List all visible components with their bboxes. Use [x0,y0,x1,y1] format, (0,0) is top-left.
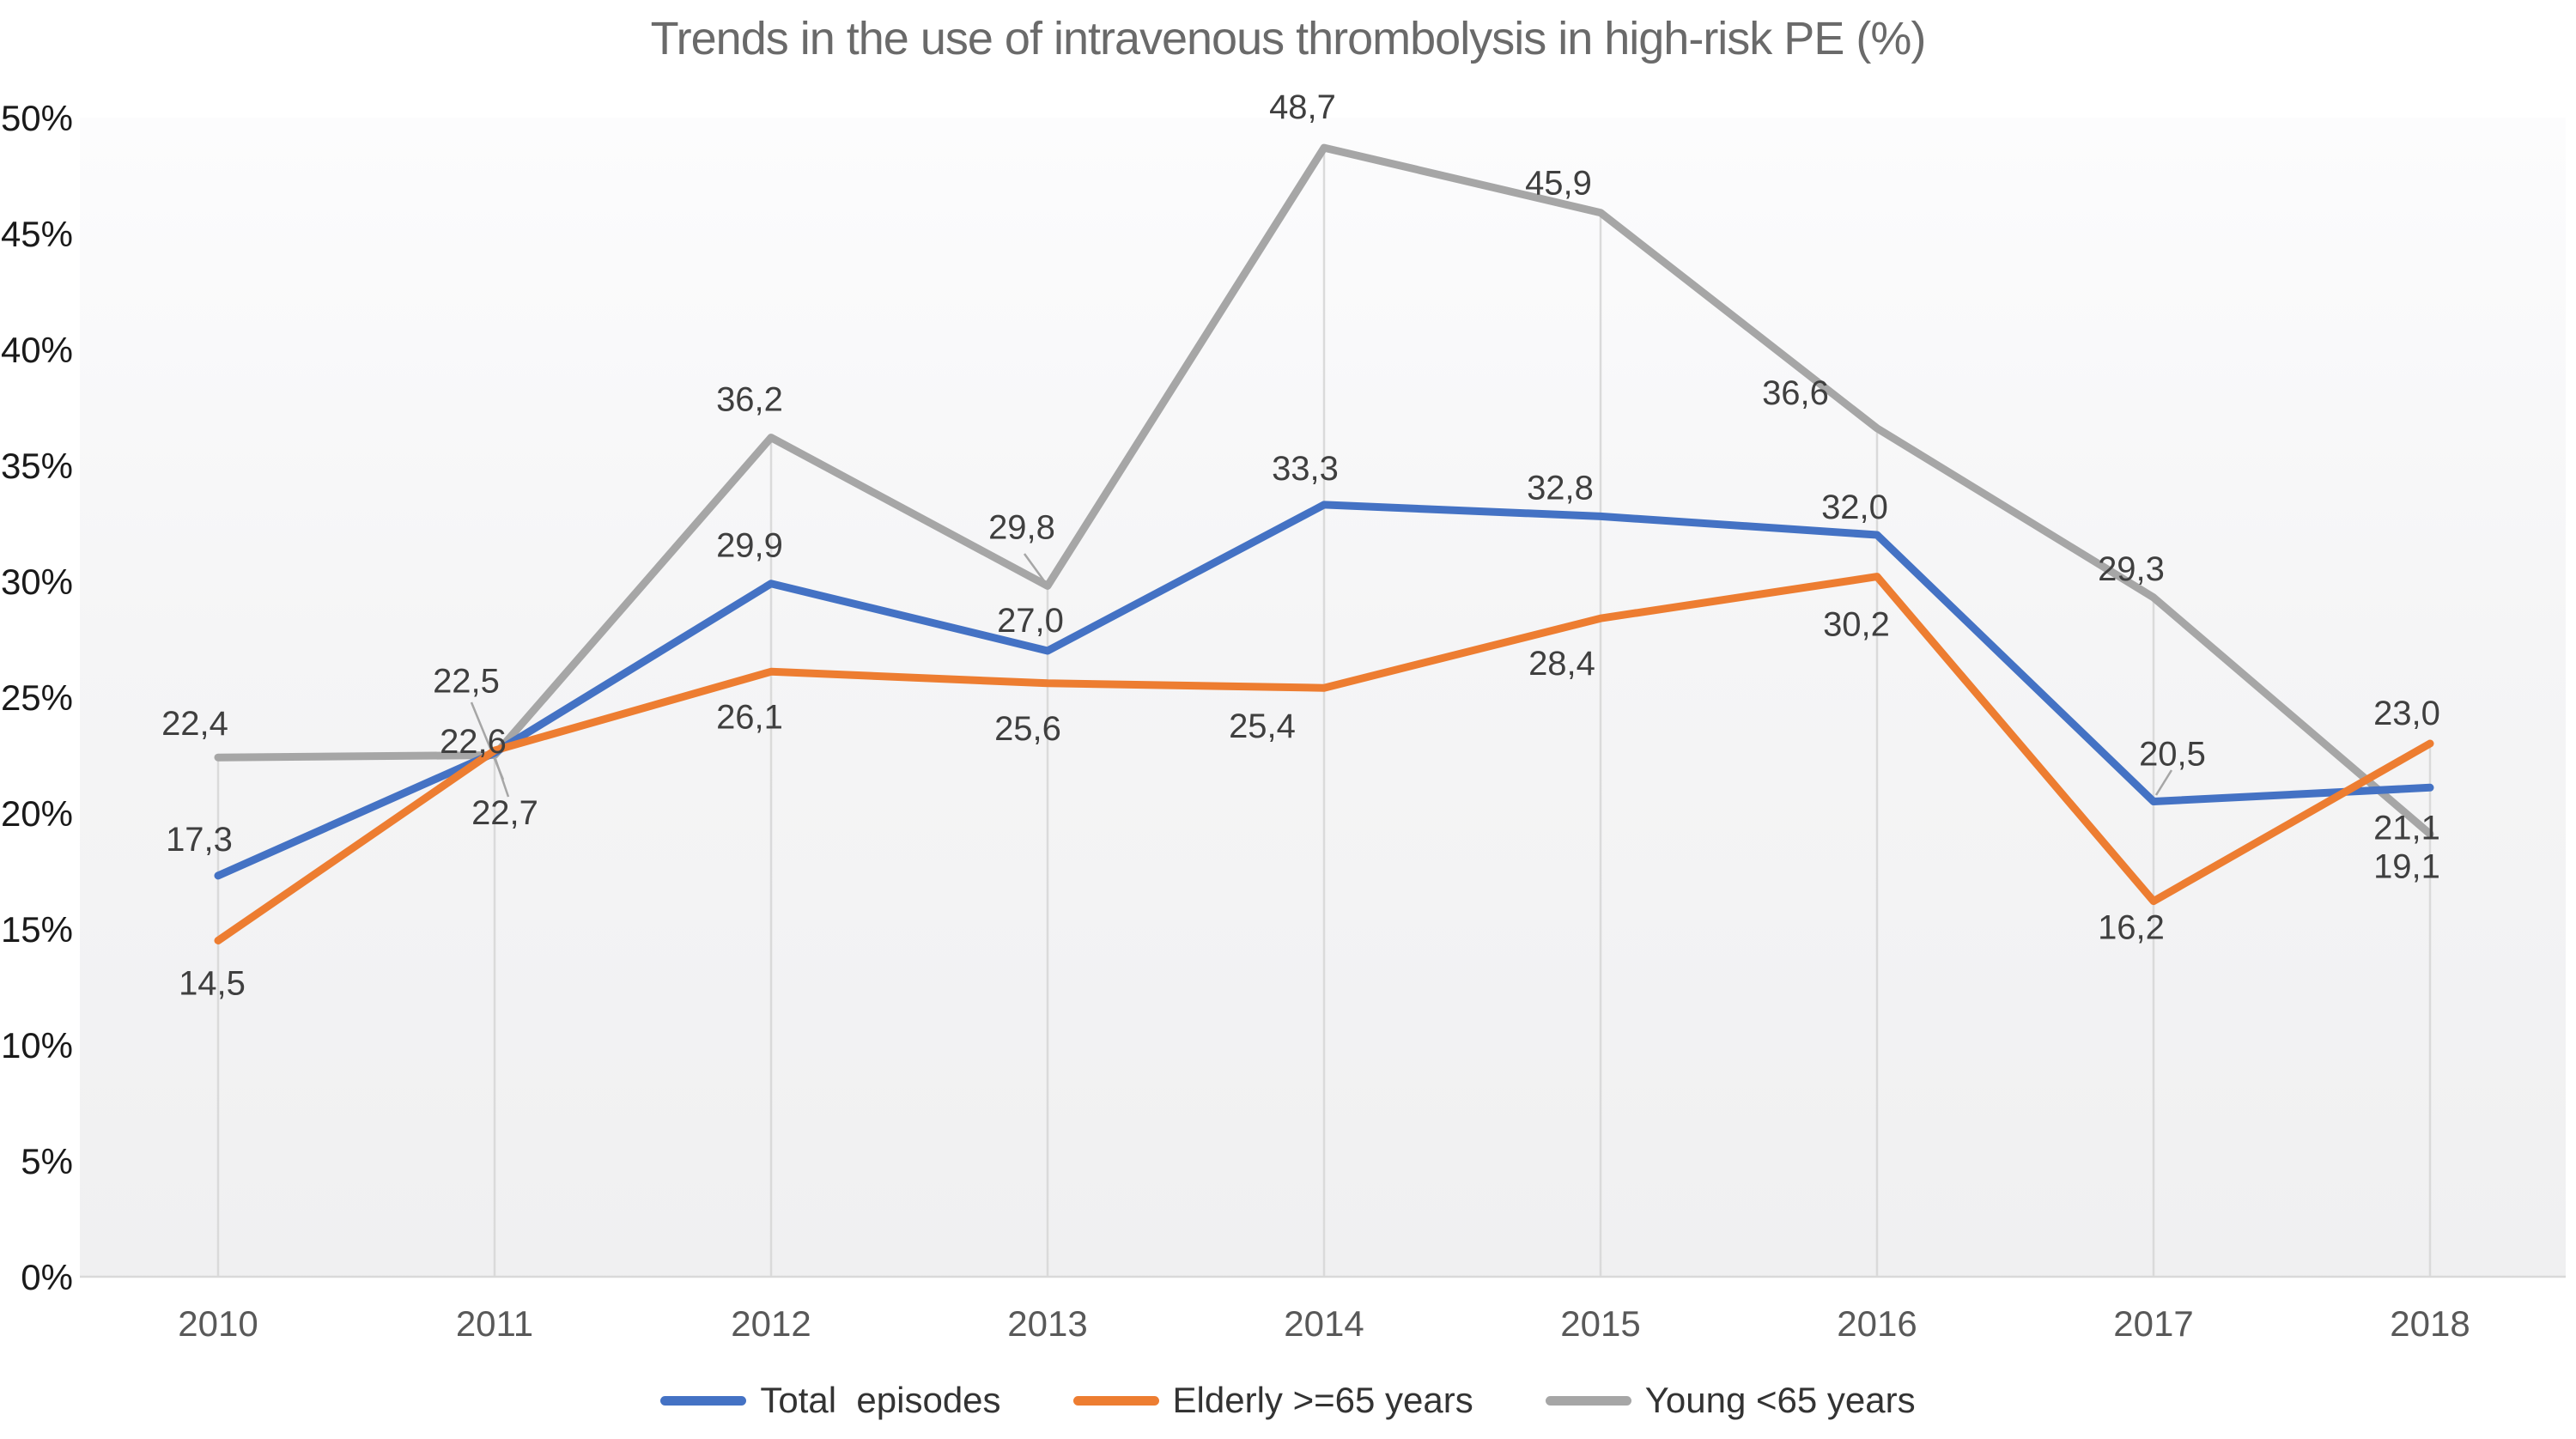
x-axis-tick-label: 2013 [1007,1303,1087,1344]
data-label: 16,2 [2098,909,2165,947]
data-label: 26,1 [716,698,783,736]
legend-item-total-episodes: Total episodes [660,1380,1001,1421]
y-axis-tick-label: 5% [21,1141,73,1181]
data-label: 23,0 [2373,695,2440,732]
chart-title: Trends in the use of intravenous thrombo… [650,13,1927,64]
data-label: 27,0 [997,602,1064,640]
data-label: 29,8 [988,508,1055,546]
legend-item-young-65-years: Young <65 years [1545,1380,1916,1421]
data-label: 21,1 [2373,809,2440,847]
drop-lines-group [216,148,2432,1277]
x-axis-tick-label: 2016 [1837,1303,1917,1344]
y-axis-tick-label: 30% [1,562,73,602]
y-axis-tick-label: 25% [1,677,73,718]
y-axis-tick-label: 35% [1,446,73,486]
data-label: 25,6 [994,710,1061,748]
x-axis-ticks-group: 2010 2011 2012 2013 2014 2015 2016 2017 2018 [178,1303,2470,1344]
data-label: 25,4 [1229,707,1296,745]
x-axis-tick-label: 2018 [2390,1303,2470,1344]
data-label: 29,9 [716,527,783,565]
data-label: 22,4 [161,705,228,743]
leader-lines-group [470,553,2173,798]
x-axis-tick-label: 2017 [2113,1303,2193,1344]
x-axis-tick-label: 2011 [456,1303,533,1344]
y-axis-tick-label: 50% [1,98,73,138]
legend-item-elderly-65-years: Elderly >=65 years [1072,1380,1473,1421]
data-label: 28,4 [1528,645,1595,683]
data-label: 36,2 [716,381,783,419]
y-axis-tick-label: 45% [1,214,73,254]
y-axis-tick-label: 40% [1,330,73,370]
series-line-elderly-65-years [214,573,2434,944]
legend-swatch-total-episodes [660,1395,747,1406]
y-axis-tick-label: 0% [21,1257,73,1297]
x-axis-tick-label: 2010 [178,1303,258,1344]
legend-label-young-65-years: Young <65 years [1644,1380,1916,1420]
legend: Total episodes Elderly >=65 years Young <6… [0,1372,2576,1429]
data-label: 17,3 [166,821,233,859]
data-label: 29,3 [2098,550,2165,588]
data-label: 22,7 [471,794,538,832]
data-label-leader-line [1023,553,1047,583]
y-axis-ticks-group: 0% 5% 10% 15% 20% 25% 30% 35% 40% 45% 50% [1,98,73,1297]
data-label: 14,5 [179,965,246,1003]
x-axis-tick-label: 2015 [1560,1303,1640,1344]
data-label-leader-line [2154,769,2173,796]
data-label: 48,7 [1269,88,1336,126]
data-label: 33,3 [1272,450,1339,488]
data-label: 36,6 [1762,374,1829,412]
data-label: 30,2 [1823,606,1890,644]
data-label: 32,8 [1527,469,1594,507]
x-axis-tick-label: 2012 [731,1303,811,1344]
legend-label-elderly-65-years: Elderly >=65 years [1172,1380,1473,1420]
legend-swatch-young-65-years [1545,1395,1631,1406]
data-label: 32,0 [1821,489,1888,526]
y-axis-tick-label: 15% [1,909,73,950]
data-label-leader-line [494,758,510,798]
series-lines-group [214,143,2434,944]
legend-swatch-elderly-65-years [1072,1395,1159,1406]
data-label: 22,6 [440,723,507,761]
x-axis-tick-label: 2014 [1284,1303,1364,1344]
legend-label-total-episodes: Total episodes [760,1380,1001,1420]
data-label: 19,1 [2373,847,2440,885]
data-label: 20,5 [2139,736,2206,774]
series-line-young-65-years [214,143,2434,838]
data-label: 45,9 [1525,165,1592,203]
series-line-total-episodes [214,501,2434,880]
y-axis-tick-label: 20% [1,793,73,834]
y-axis-tick-label: 10% [1,1025,73,1066]
data-label: 22,5 [433,663,500,701]
data-labels-group: 17,3 22,6 29,9 27,0 33,3 32,8 32,0 20,5 21,1 14,5… [161,88,2440,1002]
